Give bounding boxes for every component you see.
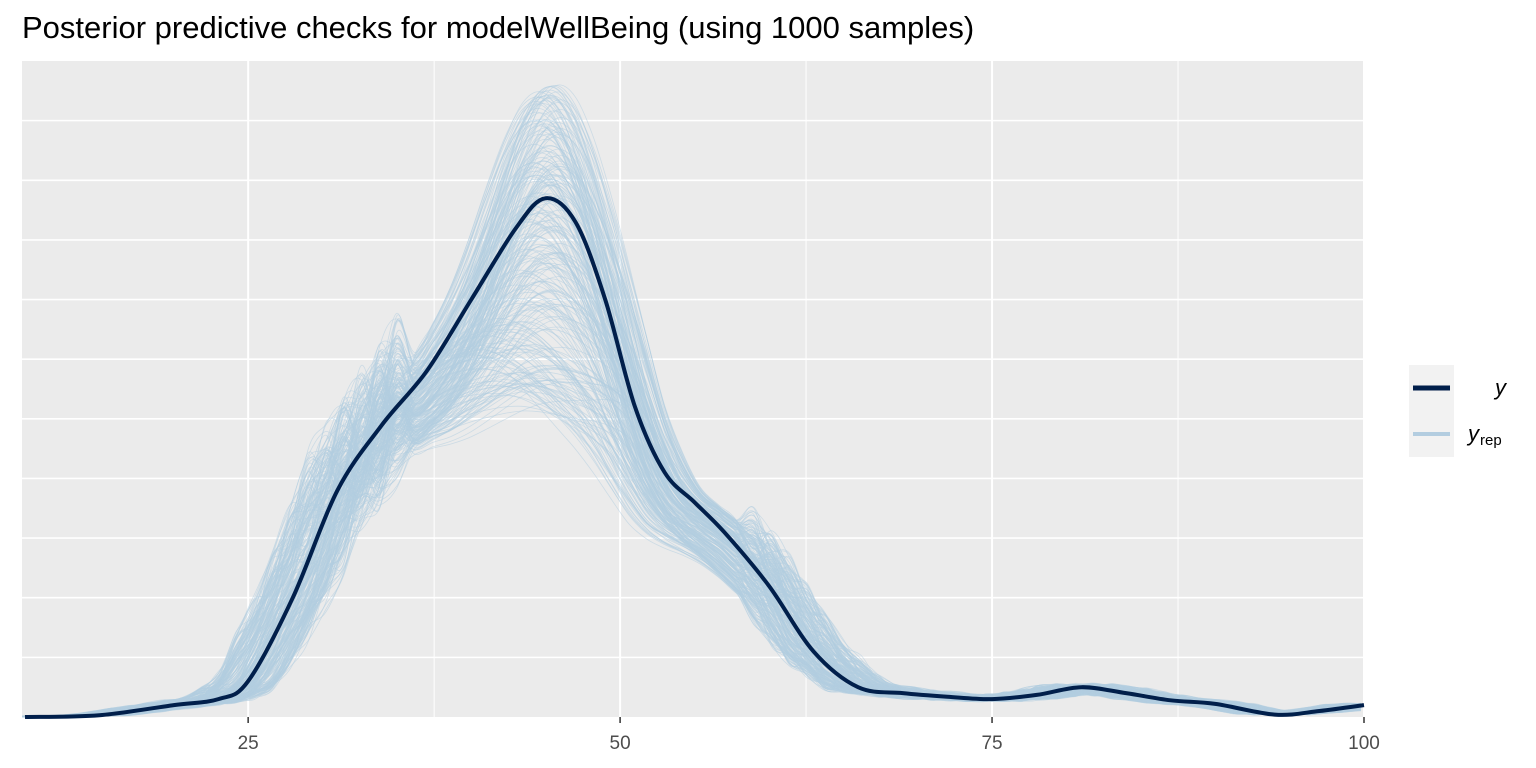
x-axis: 25 50 75 100 (238, 717, 1380, 754)
legend-label-y: y (1493, 375, 1508, 400)
x-tick-label: 100 (1348, 733, 1380, 754)
yrep-line (21, 109, 1362, 718)
legend: y yrep (1409, 365, 1508, 457)
legend-label-yrep: yrep (1466, 421, 1502, 449)
yrep-line (21, 368, 1362, 717)
x-tick-label: 25 (238, 733, 259, 754)
chart-title: Posterior predictive checks for modelWel… (22, 10, 975, 45)
y-line (24, 196, 1365, 719)
x-tick-label: 75 (981, 733, 1002, 754)
yrep-line (21, 284, 1362, 717)
x-tick-label: 50 (610, 733, 631, 754)
yrep-line (21, 103, 1362, 718)
legend-key-background (1409, 365, 1454, 457)
yrep-line (21, 314, 1362, 717)
yrep-line (21, 143, 1362, 717)
panel-background (22, 61, 1364, 717)
y-series (24, 196, 1365, 719)
plot-panel (22, 61, 1364, 717)
legend-label-subscript: rep (1480, 432, 1502, 449)
